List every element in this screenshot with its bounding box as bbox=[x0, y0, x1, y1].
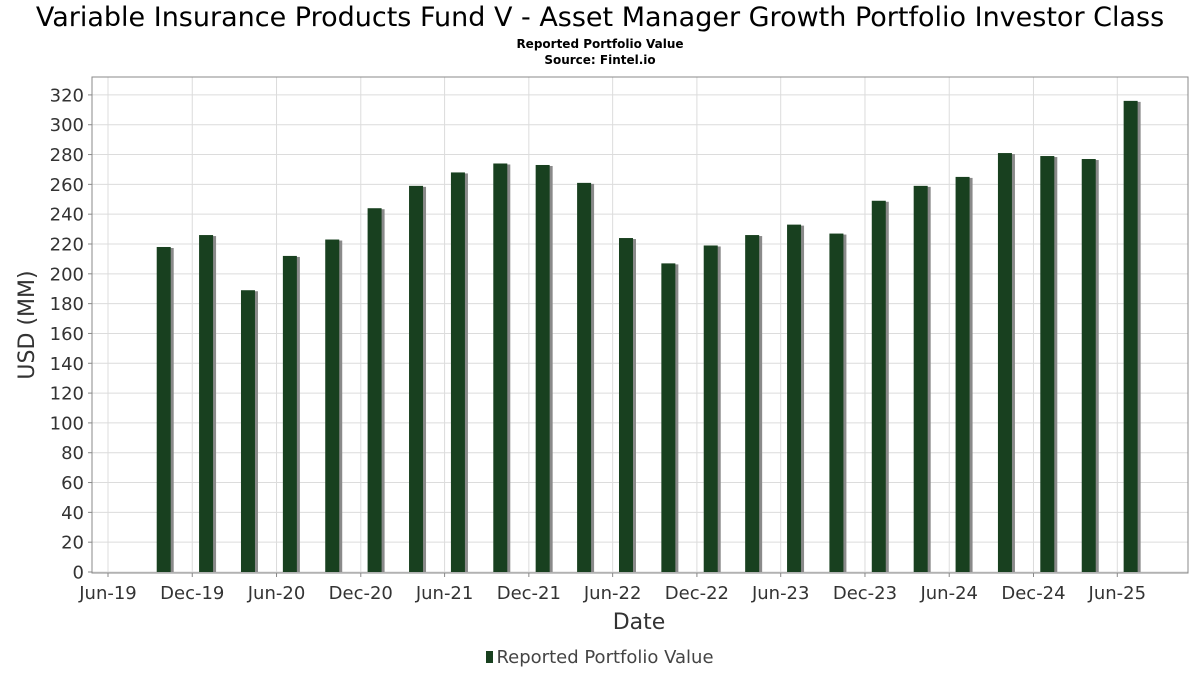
x-tick-label: Dec-19 bbox=[160, 583, 224, 604]
bar bbox=[240, 290, 255, 572]
bar bbox=[409, 185, 424, 572]
chart-title: Variable Insurance Products Fund V - Ass… bbox=[35, 2, 1165, 33]
x-tick-label: Jun-20 bbox=[247, 583, 306, 604]
bar bbox=[367, 208, 382, 572]
x-tick-label: Jun-25 bbox=[1088, 583, 1147, 604]
legend-swatch bbox=[486, 651, 494, 663]
legend-label: Reported Portfolio Value bbox=[496, 647, 714, 668]
x-axis-label: Date bbox=[613, 610, 666, 635]
y-tick-label: 220 bbox=[50, 235, 84, 256]
x-tick-label: Dec-24 bbox=[1001, 583, 1065, 604]
y-tick-label: 280 bbox=[50, 145, 84, 166]
y-tick-label: 160 bbox=[50, 324, 84, 345]
x-tick-label: Jun-23 bbox=[751, 583, 810, 604]
bar bbox=[325, 239, 340, 572]
bar bbox=[450, 172, 465, 572]
y-tick-label: 180 bbox=[50, 294, 84, 315]
y-tick-label: 300 bbox=[50, 115, 84, 136]
bar bbox=[1040, 156, 1055, 572]
chart-subtitle: Reported Portfolio Value bbox=[516, 37, 684, 51]
x-tick-label: Dec-21 bbox=[497, 583, 561, 604]
legend: Reported Portfolio Value bbox=[0, 647, 1200, 668]
y-axis-label: USD (MM) bbox=[15, 270, 40, 379]
y-tick-label: 80 bbox=[61, 443, 84, 464]
bar bbox=[199, 235, 214, 572]
y-tick-label: 260 bbox=[50, 175, 84, 196]
y-tick-label: 100 bbox=[50, 413, 84, 434]
bar bbox=[997, 153, 1012, 572]
bar bbox=[829, 233, 844, 572]
bar bbox=[703, 245, 718, 572]
x-tick-label: Jun-19 bbox=[78, 583, 137, 604]
x-tick-label: Dec-22 bbox=[665, 583, 729, 604]
bar bbox=[577, 182, 592, 572]
bar bbox=[1081, 159, 1096, 572]
y-tick-label: 40 bbox=[61, 503, 84, 524]
chart-source: Source: Fintel.io bbox=[544, 53, 656, 67]
x-tick-label: Jun-24 bbox=[919, 583, 978, 604]
bar bbox=[955, 176, 970, 572]
y-tick-label: 320 bbox=[50, 85, 84, 106]
bar bbox=[156, 246, 171, 572]
bar bbox=[787, 224, 802, 573]
y-tick-label: 20 bbox=[61, 533, 84, 554]
y-tick-label: 200 bbox=[50, 264, 84, 285]
y-tick-label: 0 bbox=[73, 563, 84, 584]
x-tick-label: Jun-22 bbox=[583, 583, 642, 604]
x-tick-label: Jun-21 bbox=[415, 583, 474, 604]
x-tick-label: Dec-23 bbox=[833, 583, 897, 604]
bar bbox=[618, 238, 633, 572]
y-tick-label: 120 bbox=[50, 384, 84, 405]
bar bbox=[745, 235, 760, 572]
bar bbox=[661, 263, 676, 572]
x-tick-label: Dec-20 bbox=[329, 583, 393, 604]
bar bbox=[282, 255, 297, 572]
bar bbox=[913, 185, 928, 572]
y-tick-label: 140 bbox=[50, 354, 84, 375]
y-tick-label: 240 bbox=[50, 205, 84, 226]
y-tick-label: 60 bbox=[61, 473, 84, 494]
bar bbox=[535, 164, 550, 572]
bar bbox=[493, 163, 508, 572]
bar bbox=[1123, 100, 1138, 572]
plot-border bbox=[91, 76, 1189, 574]
bar bbox=[871, 200, 886, 572]
